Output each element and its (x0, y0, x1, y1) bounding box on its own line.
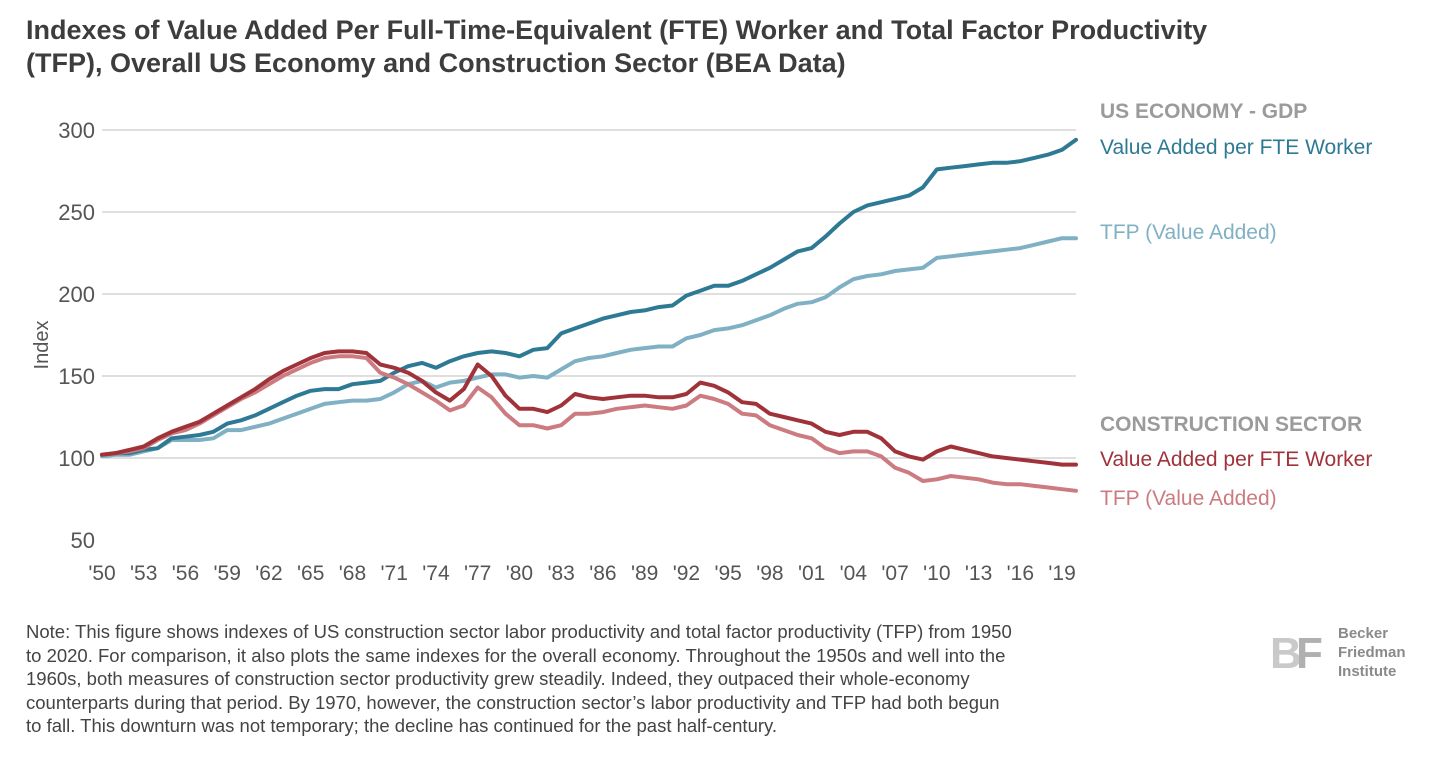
y-tick-label: 250 (58, 200, 95, 225)
x-tick-label: '01 (798, 562, 825, 585)
series-line-con-tfp (100, 354, 1078, 493)
note-line: Note: This figure shows indexes of US co… (26, 621, 1012, 642)
note-line: counterparts during that period. By 1970… (26, 691, 1000, 713)
bfi-logo-mark: B F (1270, 630, 1323, 674)
note-line: to fall. This downturn was not temporary… (26, 715, 778, 736)
x-tick-label: '92 (673, 562, 700, 585)
series-line-us-tfp (100, 236, 1078, 459)
legend-heading-us-economy: US ECONOMY - GDP (1100, 100, 1307, 123)
y-tick-label: 200 (58, 282, 95, 307)
logo-line-1: Becker (1338, 625, 1389, 642)
x-tick-label: '71 (381, 562, 408, 585)
x-tick-label: '50 (88, 562, 115, 585)
logo-line-3: Institute (1338, 663, 1397, 680)
series-lines (100, 137, 1078, 493)
x-tick-label: '89 (631, 562, 658, 585)
x-tick-label: '07 (881, 562, 908, 585)
legend-us-tfp: TFP (Value Added) (1100, 221, 1277, 244)
chart-title-line-2: (TFP), Overall US Economy and Constructi… (26, 48, 846, 78)
x-tick-label: '16 (1007, 562, 1034, 585)
x-tick-label: '19 (1048, 562, 1075, 585)
svg-text:B: B (1270, 630, 1302, 674)
y-tick-label: 150 (58, 364, 95, 389)
y-axis-label: Index (31, 321, 53, 370)
x-tick-label: '95 (714, 562, 741, 585)
x-tick-label: '65 (297, 562, 324, 585)
x-tick-label: '53 (130, 562, 157, 585)
legend-us-value-added-per-fte: Value Added per FTE Worker (1100, 136, 1372, 159)
x-tick-label: '83 (547, 562, 574, 585)
y-axis-ticks: 300 250 200 150 100 50 (58, 118, 95, 553)
x-tick-label: '80 (506, 562, 533, 585)
y-tick-label: 300 (58, 118, 95, 143)
becker-friedman-institute-logo: B F Becker Friedman Institute (1266, 624, 1446, 684)
series-line-us-va (100, 137, 1078, 457)
x-tick-label: '10 (923, 562, 950, 585)
legend-construction-tfp: TFP (Value Added) (1100, 487, 1277, 510)
x-tick-label: '98 (756, 562, 783, 585)
x-tick-label: '68 (339, 562, 366, 585)
logo-wordmark: Becker Friedman Institute (1338, 624, 1406, 681)
legend-heading-construction: CONSTRUCTION SECTOR (1100, 413, 1362, 436)
x-tick-label: '77 (464, 562, 491, 585)
y-tick-label: 50 (71, 528, 95, 553)
legend-construction-value-added-per-fte: Value Added per FTE Worker (1100, 448, 1372, 471)
x-tick-label: '13 (965, 562, 992, 585)
x-tick-label: '74 (422, 562, 450, 585)
x-tick-label: '04 (840, 562, 868, 585)
x-tick-label: '59 (214, 562, 241, 585)
series-line-con-va (100, 349, 1078, 467)
figure-note: Note: This figure shows indexes of US co… (26, 620, 1201, 738)
y-tick-label: 100 (58, 446, 95, 471)
chart-title: Indexes of Value Added Per Full-Time-Equ… (26, 14, 1446, 80)
x-axis-ticks: '50 '53 '56 '59 '62 '65 '68 '71 '74 '77 '80 '83 '86 '… (88, 562, 1075, 585)
x-tick-label: '56 (172, 562, 199, 585)
note-line: 1960s, both measures of construction sec… (26, 668, 970, 689)
x-tick-label: '86 (589, 562, 616, 585)
chart-title-line-1: Indexes of Value Added Per Full-Time-Equ… (26, 15, 1208, 45)
logo-line-2: Friedman (1338, 644, 1406, 661)
x-tick-label: '62 (255, 562, 282, 585)
svg-text:F: F (1296, 630, 1323, 674)
legend: US ECONOMY - GDP Value Added per FTE Wor… (1100, 100, 1372, 510)
note-line: to 2020. For comparison, it also plots t… (26, 644, 1006, 666)
